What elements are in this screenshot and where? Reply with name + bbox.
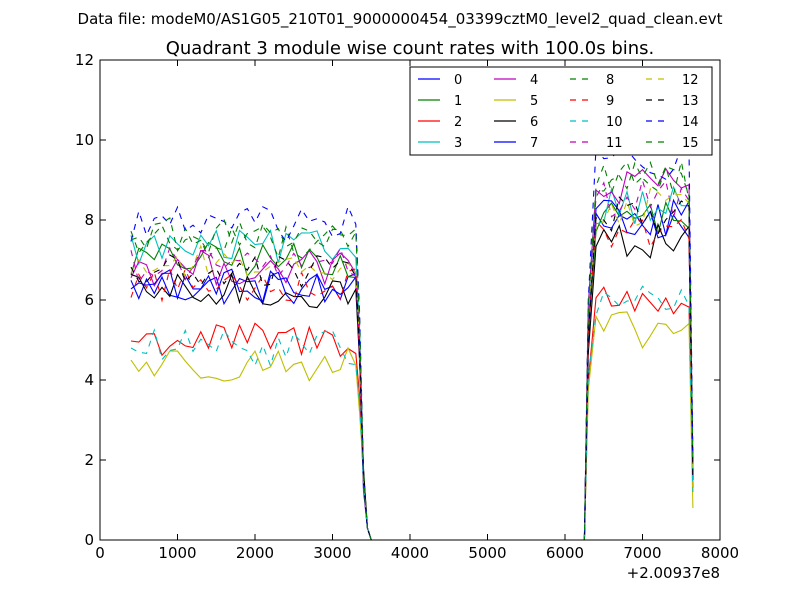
- x-tick-label: 3000: [313, 544, 351, 562]
- chart-title: Quadrant 3 module wise count rates with …: [166, 38, 655, 59]
- legend-label-12: 12: [682, 73, 699, 88]
- x-tick-label: 7000: [623, 544, 661, 562]
- legend-label-3: 3: [454, 136, 462, 151]
- series-line-5: [130, 311, 694, 540]
- x-tick-label: 2000: [236, 544, 274, 562]
- x-tick-label: 8000: [701, 544, 739, 562]
- series-line-12: [130, 188, 694, 540]
- legend-label-8: 8: [606, 73, 614, 88]
- chart-suptitle: Data file: modeM0/AS1G05_210T01_90000004…: [78, 10, 723, 29]
- legend-box: [409, 66, 713, 156]
- legend-label-13: 13: [682, 94, 699, 109]
- series-line-8: [130, 161, 694, 540]
- legend-label-10: 10: [606, 115, 623, 130]
- axes: 0 1000 2000 3000 4000 5000 6000 7000 80000246810…: [75, 51, 739, 562]
- series-line-7: [130, 198, 694, 540]
- legend-label-2: 2: [454, 115, 462, 130]
- series-line-6: [130, 222, 694, 540]
- y-tick-label: 4: [84, 371, 94, 389]
- series-line-9: [130, 218, 694, 540]
- y-tick-label: 0: [84, 531, 94, 549]
- x-tick-label: 1000: [158, 544, 196, 562]
- series-line-15: [130, 160, 694, 540]
- legend-label-14: 14: [682, 115, 699, 130]
- y-tick-label: 6: [84, 291, 94, 309]
- x-offset-label: +2.00937e8: [627, 564, 720, 582]
- legend-label-7: 7: [530, 136, 538, 151]
- x-tick-label: 0: [95, 544, 105, 562]
- series-line-13: [130, 196, 694, 540]
- series-line-1: [130, 200, 694, 540]
- y-tick-label: 10: [75, 131, 94, 149]
- series-line-10: [130, 285, 694, 540]
- legend-label-9: 9: [606, 94, 614, 109]
- series-line-14: [130, 146, 694, 540]
- legend-label-6: 6: [530, 115, 538, 130]
- series-line-4: [130, 167, 694, 540]
- series-line-11: [130, 178, 694, 540]
- series-line-2: [130, 286, 694, 540]
- legend-label-0: 0: [454, 73, 462, 88]
- y-tick-label: 2: [84, 451, 94, 469]
- legend-label-4: 4: [530, 73, 538, 88]
- legend-label-11: 11: [606, 136, 623, 151]
- legend-label-1: 1: [454, 94, 462, 109]
- legend-label-5: 5: [530, 94, 538, 109]
- series-line-0: [130, 204, 694, 540]
- plot-area: [130, 146, 694, 540]
- y-tick-label: 8: [84, 211, 94, 229]
- series-line-3: [130, 185, 694, 540]
- y-tick-label: 12: [75, 51, 94, 69]
- x-tick-label: 4000: [391, 544, 429, 562]
- legend-label-15: 15: [682, 136, 699, 151]
- x-tick-label: 6000: [546, 544, 584, 562]
- x-tick-label: 5000: [468, 544, 506, 562]
